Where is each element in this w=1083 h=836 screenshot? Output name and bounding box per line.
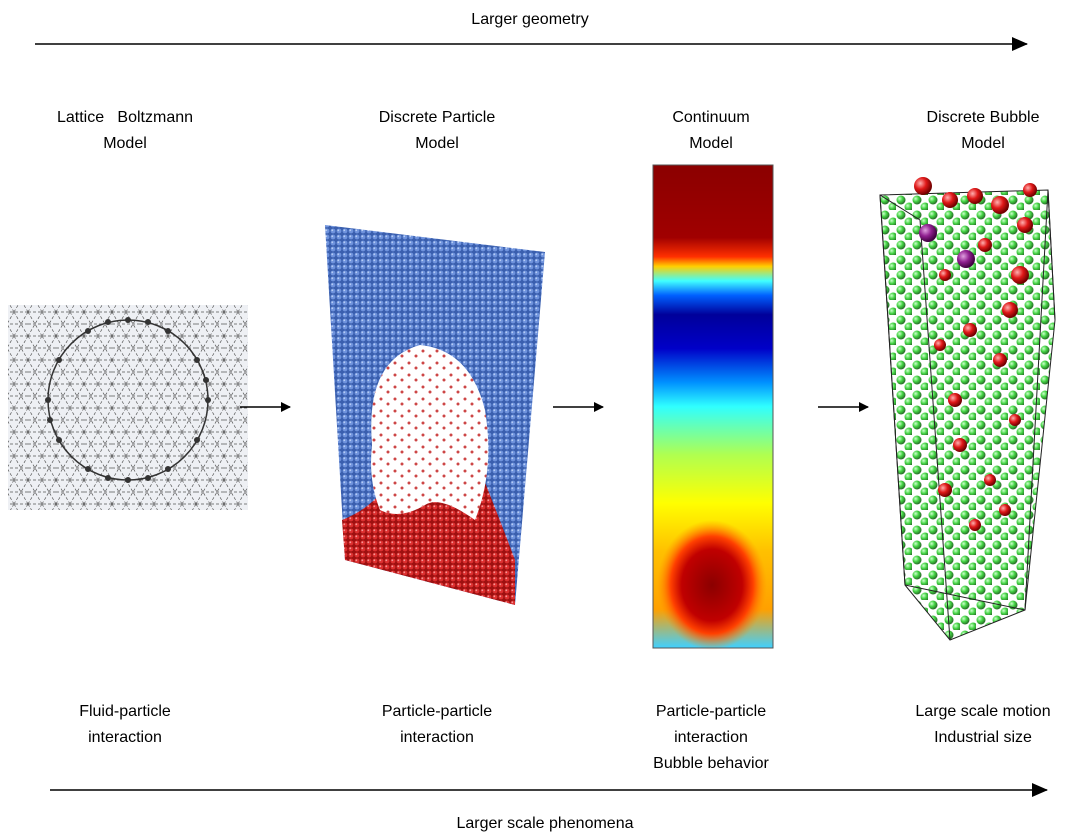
model-title: Model bbox=[415, 135, 459, 152]
model-title: Continuum bbox=[672, 109, 749, 126]
continuum-image bbox=[653, 165, 773, 650]
description: Particle-particle bbox=[382, 703, 492, 720]
top-label: Larger geometry bbox=[471, 11, 588, 28]
model-title: Model bbox=[689, 135, 733, 152]
bubble-image bbox=[870, 177, 1060, 650]
model-title: Model bbox=[961, 135, 1005, 152]
model-title: Model bbox=[103, 135, 147, 152]
model-title: Discrete Bubble bbox=[927, 109, 1040, 126]
description: Fluid-particle bbox=[79, 703, 171, 720]
diagram: Larger geometry Lattice Boltzmann Model … bbox=[0, 0, 1083, 836]
description: interaction bbox=[88, 729, 162, 746]
description: Particle-particle bbox=[656, 703, 766, 720]
description: interaction bbox=[674, 729, 748, 746]
bottom-label: Larger scale phenomena bbox=[456, 815, 633, 832]
description: Industrial size bbox=[934, 729, 1032, 746]
lattice-image bbox=[8, 305, 248, 510]
model-title: Lattice Boltzmann bbox=[57, 109, 193, 126]
model-title: Discrete Particle bbox=[379, 109, 496, 126]
description: Large scale motion bbox=[915, 703, 1050, 720]
particle-image bbox=[325, 225, 545, 605]
description: Bubble behavior bbox=[653, 755, 769, 772]
description: interaction bbox=[400, 729, 474, 746]
